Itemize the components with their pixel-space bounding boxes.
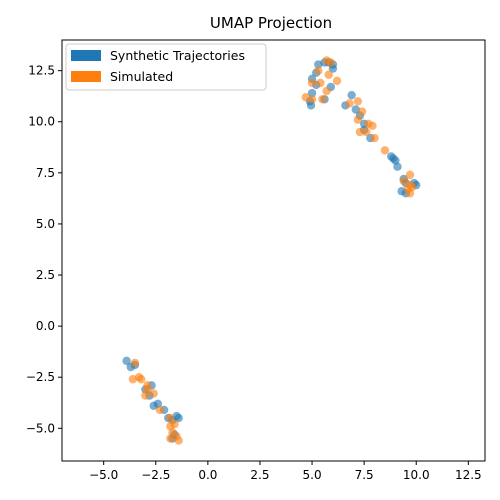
legend-label-synthetic: Synthetic Trajectories (110, 48, 245, 63)
data-point (307, 95, 317, 104)
plot-border (61, 39, 486, 462)
data-point (370, 133, 379, 143)
data-point (405, 170, 415, 180)
x-tick-label: 0.0 (198, 468, 217, 482)
x-tick-label: −2.5 (141, 468, 170, 482)
data-point (355, 127, 365, 137)
y-tick-label: −5.0 (26, 421, 55, 435)
data-point (368, 121, 377, 131)
data-point (347, 90, 356, 100)
x-tick-label: 12.5 (455, 468, 482, 482)
data-point (141, 391, 150, 400)
data-point (345, 99, 354, 108)
data-point (307, 88, 317, 98)
legend-frame (65, 43, 267, 91)
series-simulated (128, 56, 417, 445)
data-point (166, 434, 175, 443)
points-layer (122, 56, 421, 445)
data-point (307, 78, 317, 88)
data-point (380, 146, 390, 155)
data-point (149, 389, 158, 398)
legend-swatch-simulated (71, 71, 101, 82)
x-tick-label: 5.0 (303, 468, 322, 482)
x-tick-label: 2.5 (250, 468, 269, 482)
x-axis: −5.0 −2.5 0.0 2.5 5.0 7.5 10.0 12.5 (89, 461, 482, 482)
data-point (316, 78, 325, 88)
y-tick-label: 2.5 (36, 268, 55, 282)
data-point (155, 405, 165, 415)
legend-label-simulated: Simulated (110, 69, 173, 84)
legend: Synthetic Trajectories Simulated (65, 43, 267, 91)
data-point (174, 436, 183, 445)
data-point (357, 107, 367, 116)
data-point (322, 86, 331, 96)
data-point (136, 375, 146, 384)
x-tick-label: 10.0 (403, 468, 430, 482)
data-point (332, 76, 342, 86)
data-point (324, 70, 333, 79)
y-tick-label: 7.5 (36, 166, 55, 180)
data-point (130, 358, 140, 368)
data-point (318, 95, 327, 104)
legend-swatch-synthetic (71, 50, 101, 61)
data-point (353, 97, 363, 106)
y-tick-label: 12.5 (28, 64, 55, 78)
data-point (326, 58, 335, 67)
data-point (353, 115, 363, 124)
plot-area (62, 40, 485, 461)
data-point (166, 413, 175, 423)
x-tick-label: 7.5 (355, 468, 374, 482)
data-point (399, 176, 408, 186)
x-tick-label: −5.0 (89, 468, 118, 482)
y-tick-label: −2.5 (26, 370, 55, 384)
y-axis: −5.0 −2.5 0.0 2.5 5.0 7.5 10.0 12.5 (26, 64, 62, 435)
data-point (149, 401, 158, 411)
data-point (407, 182, 417, 192)
data-point (314, 66, 323, 75)
chart-title: UMAP Projection (210, 14, 332, 32)
y-tick-label: 0.0 (36, 319, 55, 333)
y-tick-label: 10.0 (28, 115, 55, 129)
data-point (393, 162, 402, 171)
data-point (122, 356, 131, 366)
data-point (362, 127, 371, 137)
y-tick-label: 5.0 (36, 217, 55, 231)
